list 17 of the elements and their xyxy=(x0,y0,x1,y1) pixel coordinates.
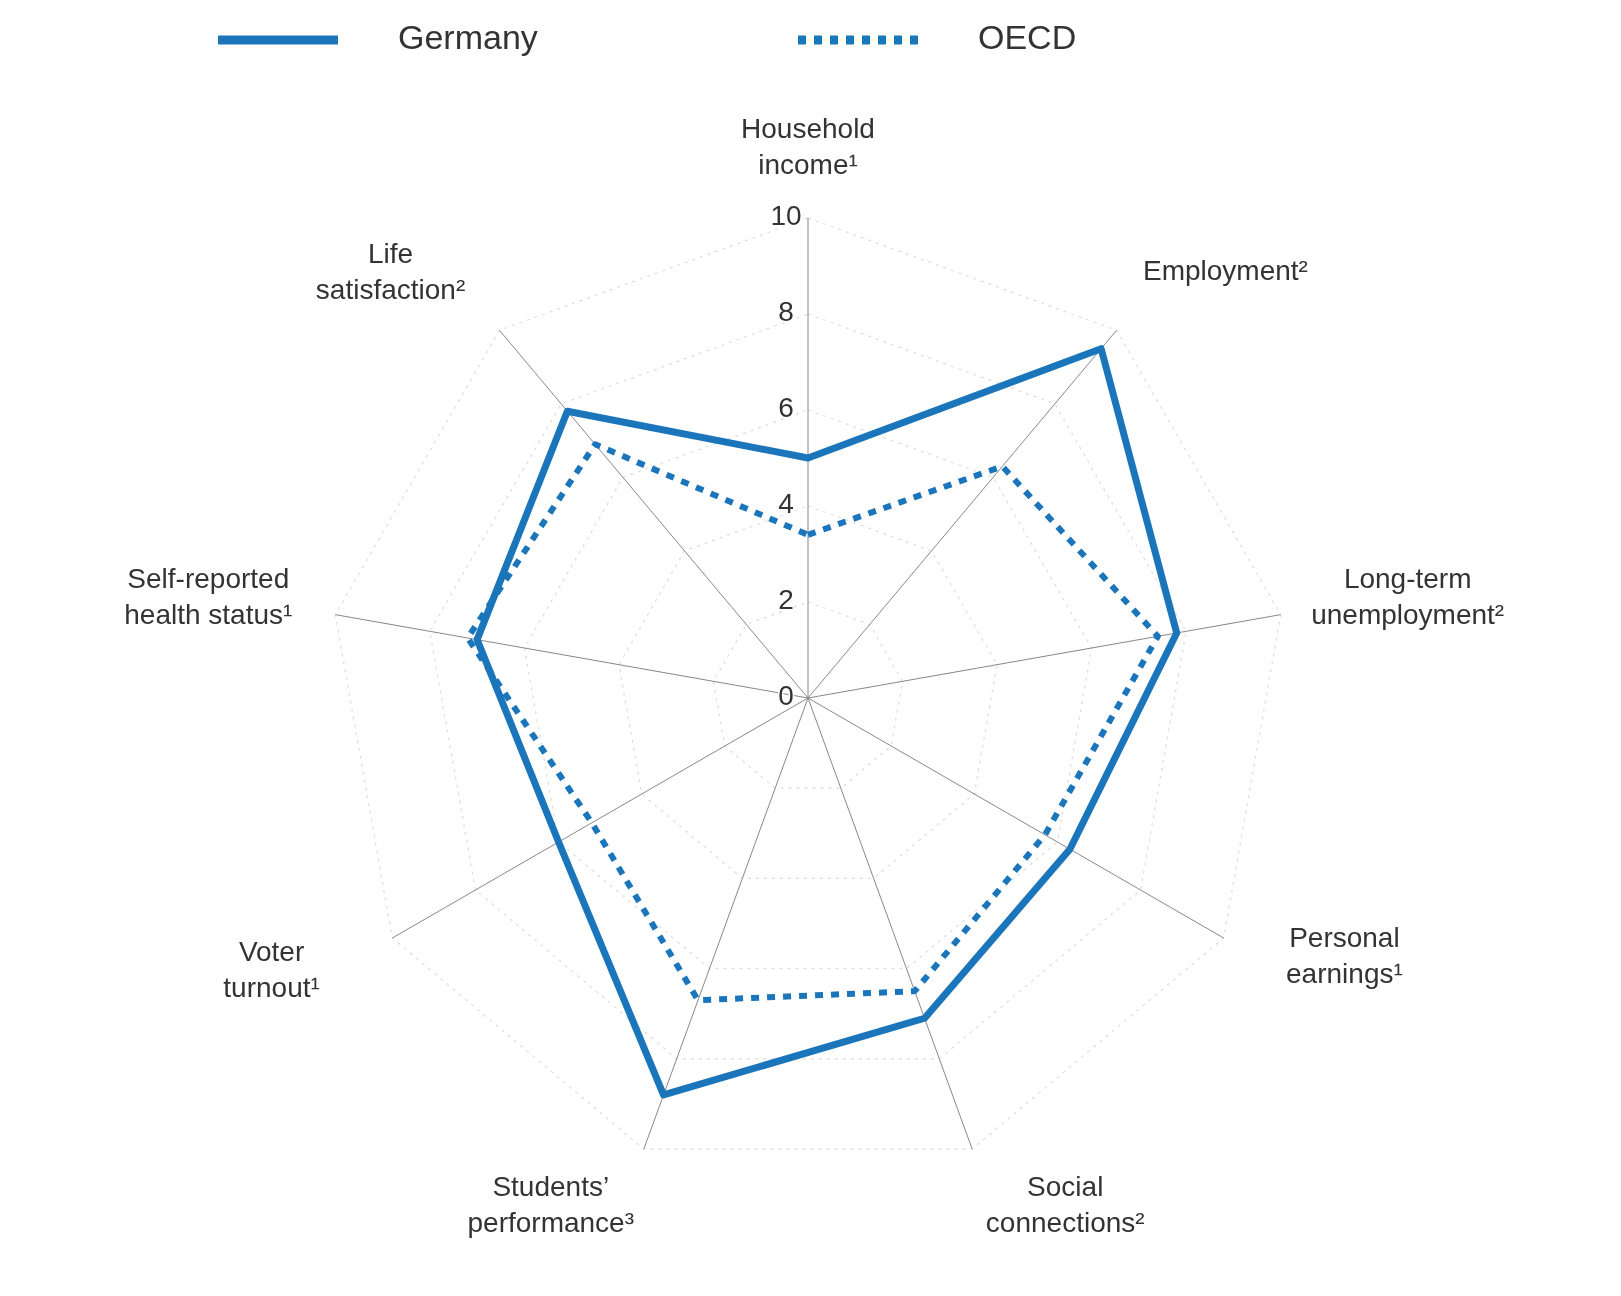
spoke-label: Employment² xyxy=(1143,254,1308,286)
spoke-label: Students’ performance³ xyxy=(467,1170,635,1238)
spoke-label: Life satisfaction² xyxy=(315,237,466,305)
spoke-label: Personal earnings¹ xyxy=(1286,922,1403,990)
spoke-label: Social connections² xyxy=(985,1170,1145,1238)
spoke-label: Household income¹ xyxy=(741,113,875,181)
spoke-label: Self-reported health status¹ xyxy=(124,563,293,631)
y-tick-label: 0 xyxy=(778,680,794,712)
y-tick-label: 8 xyxy=(778,296,794,328)
spoke-label: Voter turnout¹ xyxy=(223,936,320,1004)
y-tick-label: 4 xyxy=(778,488,794,520)
y-tick-label: 2 xyxy=(778,584,794,616)
legend-label: Germany xyxy=(398,17,538,56)
y-tick-label: 6 xyxy=(778,392,794,424)
spoke-label: Long-term unemployment² xyxy=(1311,563,1505,631)
legend-label: OECD xyxy=(978,17,1077,56)
y-tick-label: 10 xyxy=(770,200,802,232)
